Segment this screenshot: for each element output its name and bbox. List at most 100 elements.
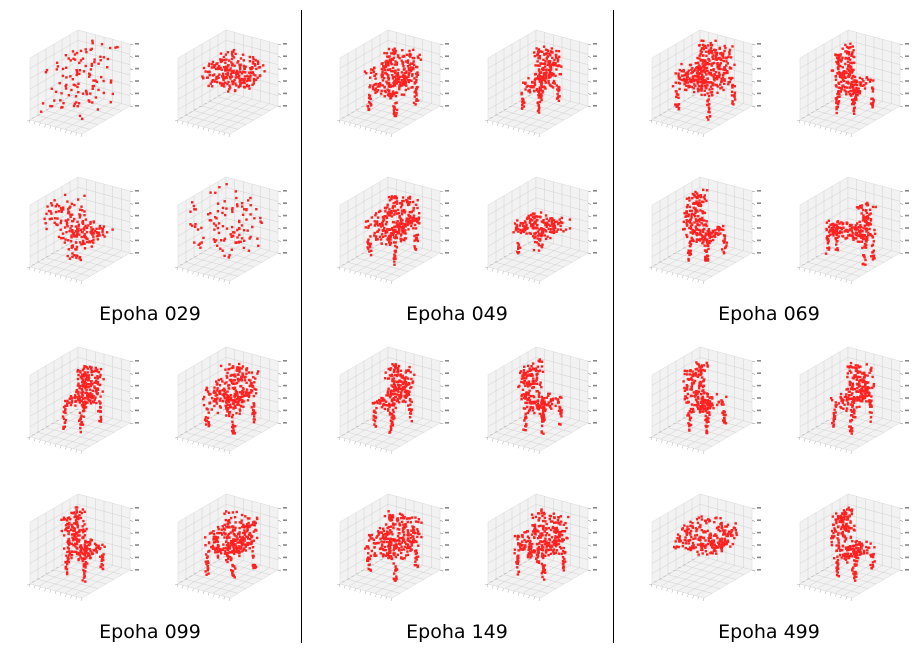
voxel-point <box>95 401 98 405</box>
voxel-point <box>189 223 192 226</box>
voxel-point <box>367 533 371 537</box>
voxel-point <box>836 103 840 106</box>
voxel-point <box>397 547 400 551</box>
voxel-point <box>718 47 721 50</box>
voxel-point <box>393 253 396 256</box>
voxel-point <box>852 55 855 58</box>
voxel-point <box>851 93 854 96</box>
voxel-point <box>231 402 234 405</box>
voxel-point <box>524 88 527 91</box>
voxel-point <box>402 516 405 520</box>
voxel-point <box>238 539 241 542</box>
voxel-point <box>392 241 396 244</box>
voxel-point <box>247 541 250 545</box>
voxel-point <box>70 550 73 553</box>
voxel-point <box>367 96 371 100</box>
voxel-point <box>393 388 396 391</box>
voxel-point <box>686 81 690 84</box>
voxel-point <box>541 67 544 71</box>
voxel-point <box>522 373 525 376</box>
voxel-point <box>533 54 536 58</box>
voxel-point <box>241 536 244 540</box>
voxel-point <box>236 377 239 381</box>
voxel-point <box>85 376 89 379</box>
voxel-point <box>716 76 719 79</box>
voxel-point <box>211 397 214 400</box>
voxel-point <box>410 400 413 404</box>
voxel-point <box>835 229 838 232</box>
voxel-point <box>536 402 540 406</box>
voxel-point <box>842 226 845 229</box>
voxel-point <box>685 222 688 225</box>
voxel-point <box>247 395 251 399</box>
voxel-point <box>222 394 226 398</box>
voxel-point <box>520 377 524 380</box>
voxel-point <box>406 539 409 542</box>
voxel-point <box>536 215 539 218</box>
voxel-point <box>391 48 395 52</box>
voxel-point <box>548 72 551 75</box>
voxel-point <box>50 105 54 108</box>
voxel-point <box>84 365 87 368</box>
voxel-point <box>538 215 542 218</box>
voxel-point <box>714 48 717 52</box>
voxel-point <box>75 234 79 237</box>
voxel-point <box>237 549 241 553</box>
voxel-point <box>858 76 862 80</box>
voxel-point <box>72 539 75 542</box>
voxel-point <box>382 64 385 68</box>
voxel-point <box>94 79 97 82</box>
voxel-point <box>537 249 541 252</box>
voxel-point <box>83 510 86 514</box>
voxel-point <box>855 206 859 209</box>
voxel-point <box>542 432 545 435</box>
voxel-point <box>391 85 395 88</box>
voxel-point <box>392 56 396 59</box>
voxel-point <box>389 389 392 393</box>
voxel-point <box>219 247 222 250</box>
voxel-point <box>394 49 397 53</box>
voxel-point <box>685 77 688 80</box>
voxel-point <box>536 234 540 237</box>
voxel-point <box>391 74 394 77</box>
voxel-point <box>682 77 686 80</box>
voxel-point <box>236 394 239 397</box>
voxel-point <box>417 544 420 547</box>
voxel-point <box>245 388 249 391</box>
voxel-point <box>854 88 857 92</box>
voxel-point <box>89 394 92 397</box>
voxel-point <box>556 228 560 231</box>
voxel-point <box>532 394 535 398</box>
voxel-point <box>394 91 398 94</box>
voxel-point <box>701 54 704 57</box>
voxel-point <box>718 229 721 232</box>
voxel-point <box>76 531 80 534</box>
voxel-point <box>683 74 686 77</box>
voxel-point <box>700 233 703 237</box>
voxel-point <box>380 406 384 409</box>
voxel-point <box>697 77 700 80</box>
voxel-point <box>78 208 82 211</box>
voxel-point <box>92 548 95 552</box>
voxel-point <box>849 45 852 49</box>
voxel-point <box>406 223 409 226</box>
voxel-point <box>703 238 706 241</box>
voxel-point <box>867 224 870 227</box>
voxel-point <box>538 369 542 372</box>
voxel-point <box>408 399 412 402</box>
voxel-point <box>96 369 99 373</box>
voxel-point <box>386 212 389 215</box>
voxel-point <box>92 235 95 238</box>
voxel-point <box>724 46 727 50</box>
voxel-point <box>848 234 851 237</box>
voxel-point <box>219 81 222 85</box>
voxel-point <box>684 81 688 84</box>
voxel-point <box>397 387 401 390</box>
voxel-point <box>412 56 416 60</box>
voxel-point <box>526 216 529 219</box>
voxel-point <box>215 380 218 383</box>
voxel-point <box>81 221 84 224</box>
voxel-point <box>66 572 69 576</box>
voxel-point <box>684 72 687 75</box>
voxel-point <box>410 377 413 381</box>
